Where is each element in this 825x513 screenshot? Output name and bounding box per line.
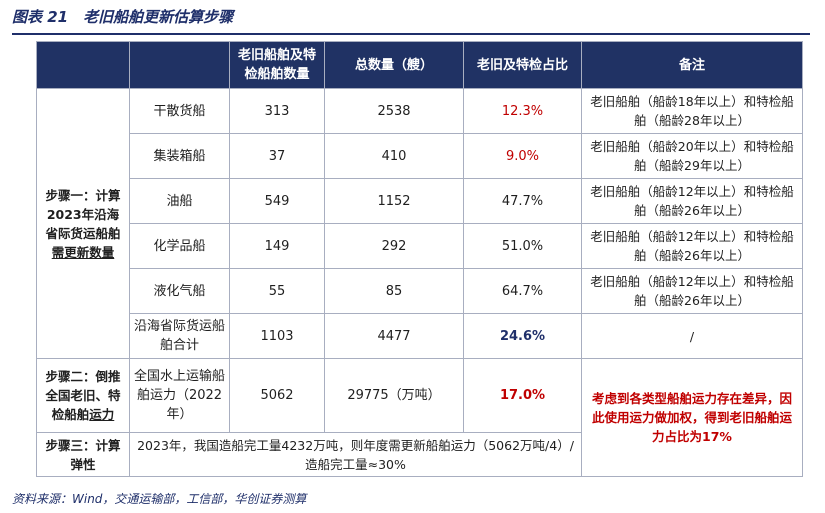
table-row: 化学品船 149 292 51.0% 老旧船舶（船龄12年以上）和特检船舶（船龄… <box>37 223 803 269</box>
step1-label: 步骤一：计算2023年沿海省际货运船舶需更新数量 <box>36 88 130 359</box>
ship-type: 集装箱船 <box>129 133 230 179</box>
table-row-step3: 步骤三：计算弹性 2023年，我国造船完工量4232万吨，则年度需更新船舶运力（… <box>36 432 803 477</box>
old-ratio: 24.6% <box>463 313 582 359</box>
step1-label-underlined: 需更新数量 <box>51 244 115 260</box>
title-divider <box>12 33 810 35</box>
header-old-count: 老旧船舶及特检船舶数量 <box>229 41 325 89</box>
table-row: 集装箱船 37 410 9.0% 老旧船舶（船龄20年以上）和特检船舶（船龄29… <box>37 133 803 179</box>
remark: 老旧船舶（船龄12年以上）和特检船舶（船龄26年以上） <box>581 268 803 314</box>
old-ratio: 12.3% <box>463 88 582 134</box>
ship-type: 干散货船 <box>129 88 230 134</box>
total-count: 4477 <box>324 313 464 359</box>
ship-type: 液化气船 <box>129 268 230 314</box>
estimation-table: 老旧船舶及特检船舶数量 总数量（艘） 老旧及特检占比 备注 步骤一：计算2023… <box>36 41 803 477</box>
old-count: 37 <box>229 133 325 179</box>
total-count: 85 <box>324 268 464 314</box>
step3-label: 步骤三：计算弹性 <box>36 432 130 477</box>
step2-label: 步骤二：倒推全国老旧、特检船舶运力 <box>36 358 130 433</box>
step2-remark: 考虑到各类型船舶运力存在差异，因此使用运力做加权，得到老旧船舶运力占比为17% <box>581 358 803 477</box>
source-note: 资料来源：Wind，交通运输部，工信部，华创证券测算 <box>12 492 307 506</box>
step2-old: 5062 <box>229 358 325 433</box>
step2-label-main: 步骤二：倒推全国老旧、特检船舶 <box>45 369 121 422</box>
table-row: 液化气船 55 85 64.7% 老旧船舶（船龄12年以上）和特检船舶（船龄26… <box>37 268 803 314</box>
total-count: 292 <box>324 223 464 269</box>
old-count: 313 <box>229 88 325 134</box>
total-count: 1152 <box>324 178 464 224</box>
header-ratio: 老旧及特检占比 <box>463 41 582 89</box>
old-ratio: 51.0% <box>463 223 582 269</box>
old-count: 149 <box>229 223 325 269</box>
step3-text: 2023年，我国造船完工量4232万吨，则年度需更新船舶运力（5062万吨/4）… <box>129 432 582 477</box>
total-count: 410 <box>324 133 464 179</box>
header-blank-step <box>36 41 130 89</box>
header-remark: 备注 <box>581 41 803 89</box>
remark: 老旧船舶（船龄12年以上）和特检船舶（船龄26年以上） <box>581 178 803 224</box>
table-row-total: 沿海省际货运船舶合计 1103 4477 24.6% / <box>37 313 803 359</box>
table-row: 油船 549 1152 47.7% 老旧船舶（船龄12年以上）和特检船舶（船龄2… <box>37 178 803 224</box>
old-count: 549 <box>229 178 325 224</box>
ship-type: 油船 <box>129 178 230 224</box>
step2-total: 29775（万吨） <box>324 358 464 433</box>
total-count: 2538 <box>324 88 464 134</box>
old-ratio: 64.7% <box>463 268 582 314</box>
figure-title: 图表 21 老旧船舶更新估算步骤 <box>12 8 234 26</box>
old-ratio: 9.0% <box>463 133 582 179</box>
remark: 老旧船舶（船龄12年以上）和特检船舶（船龄26年以上） <box>581 223 803 269</box>
step2-type: 全国水上运输船舶运力（2022年） <box>129 358 230 433</box>
ship-type: 化学品船 <box>129 223 230 269</box>
remark: 老旧船舶（船龄20年以上）和特检船舶（船龄29年以上） <box>581 133 803 179</box>
ship-type: 沿海省际货运船舶合计 <box>129 313 230 359</box>
table-row-step2: 步骤二：倒推全国老旧、特检船舶运力 全国水上运输船舶运力（2022年） 5062… <box>36 358 803 477</box>
table-row: 步骤一：计算2023年沿海省际货运船舶需更新数量 干散货船 313 2538 1… <box>36 88 803 359</box>
remark: 老旧船舶（船龄18年以上）和特检船舶（船龄28年以上） <box>581 88 803 134</box>
header-row: 老旧船舶及特检船舶数量 总数量（艘） 老旧及特检占比 备注 <box>36 41 803 89</box>
old-count: 1103 <box>229 313 325 359</box>
step2-label-underlined: 运力 <box>89 407 115 422</box>
header-total: 总数量（艘） <box>324 41 464 89</box>
old-count: 55 <box>229 268 325 314</box>
header-blank-type <box>129 41 230 89</box>
step2-ratio: 17.0% <box>463 358 582 433</box>
step1-label-main: 步骤一：计算2023年沿海省际货运船舶 <box>45 187 121 241</box>
old-ratio: 47.7% <box>463 178 582 224</box>
remark: / <box>581 313 803 359</box>
